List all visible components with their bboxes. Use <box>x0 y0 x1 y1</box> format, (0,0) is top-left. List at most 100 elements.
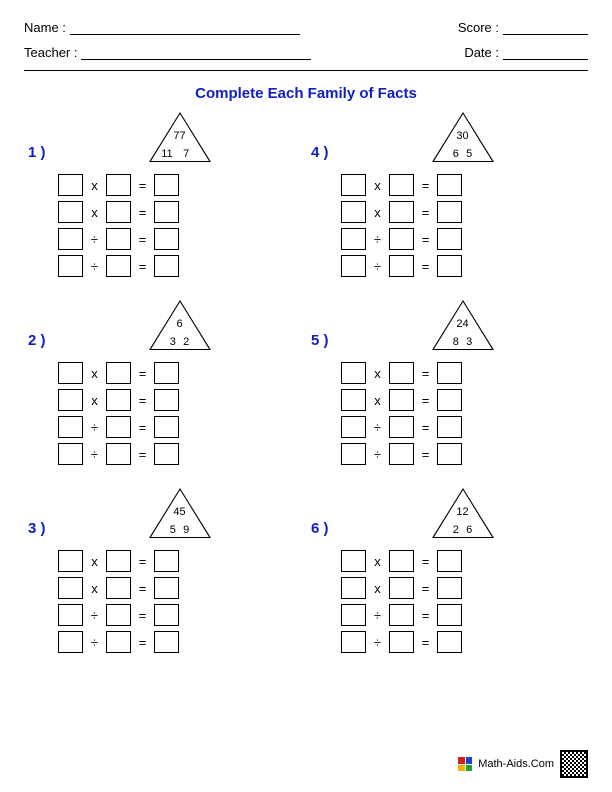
problem: 1 )77117x=x=÷=÷= <box>28 112 301 282</box>
answer-box[interactable] <box>106 416 131 438</box>
answer-box[interactable] <box>58 577 83 599</box>
equals-sign: = <box>137 393 148 408</box>
answer-box[interactable] <box>154 389 179 411</box>
answer-box[interactable] <box>106 389 131 411</box>
header-rule <box>24 70 588 71</box>
answer-box[interactable] <box>437 362 462 384</box>
answer-box[interactable] <box>341 443 366 465</box>
answer-box[interactable] <box>154 604 179 626</box>
answer-box[interactable] <box>437 604 462 626</box>
triangle-left-value: 3 <box>170 336 176 348</box>
answer-box[interactable] <box>389 577 414 599</box>
answer-box[interactable] <box>341 389 366 411</box>
name-blank[interactable] <box>70 21 300 35</box>
answer-box[interactable] <box>437 550 462 572</box>
answer-box[interactable] <box>154 577 179 599</box>
answer-box[interactable] <box>58 604 83 626</box>
answer-box[interactable] <box>58 416 83 438</box>
answer-box[interactable] <box>58 389 83 411</box>
answer-box[interactable] <box>389 389 414 411</box>
answer-box[interactable] <box>389 174 414 196</box>
answer-box[interactable] <box>154 550 179 572</box>
answer-box[interactable] <box>154 174 179 196</box>
score-blank[interactable] <box>503 21 588 35</box>
answer-box[interactable] <box>437 389 462 411</box>
equals-sign: = <box>137 608 148 623</box>
multiply-operator: x <box>89 554 100 569</box>
equals-sign: = <box>420 393 431 408</box>
answer-box[interactable] <box>389 362 414 384</box>
problem-number: 3 ) <box>28 488 58 537</box>
answer-box[interactable] <box>341 550 366 572</box>
triangle-left-value: 8 <box>453 336 459 348</box>
equals-sign: = <box>137 178 148 193</box>
answer-box[interactable] <box>58 255 83 277</box>
triangle-top-value: 45 <box>173 506 185 518</box>
answer-box[interactable] <box>437 174 462 196</box>
answer-box[interactable] <box>437 631 462 653</box>
answer-box[interactable] <box>106 443 131 465</box>
answer-box[interactable] <box>58 201 83 223</box>
answer-box[interactable] <box>154 255 179 277</box>
answer-box[interactable] <box>58 362 83 384</box>
answer-box[interactable] <box>389 604 414 626</box>
answer-box[interactable] <box>58 174 83 196</box>
date-blank[interactable] <box>503 46 588 60</box>
answer-box[interactable] <box>437 443 462 465</box>
equation-row: ÷= <box>341 443 584 465</box>
answer-box[interactable] <box>389 255 414 277</box>
answer-box[interactable] <box>389 550 414 572</box>
answer-box[interactable] <box>58 228 83 250</box>
triangle-left-value: 2 <box>453 524 459 536</box>
answer-box[interactable] <box>106 362 131 384</box>
problem-number: 5 ) <box>311 300 341 349</box>
answer-box[interactable] <box>58 550 83 572</box>
answer-box[interactable] <box>437 201 462 223</box>
divide-operator: ÷ <box>89 447 100 462</box>
answer-box[interactable] <box>154 228 179 250</box>
teacher-blank[interactable] <box>81 46 311 60</box>
answer-box[interactable] <box>106 255 131 277</box>
answer-box[interactable] <box>437 228 462 250</box>
answer-box[interactable] <box>341 362 366 384</box>
footer-site: Math-Aids.Com <box>478 758 554 770</box>
answer-box[interactable] <box>341 577 366 599</box>
answer-box[interactable] <box>106 631 131 653</box>
fact-triangle: 3065 <box>341 112 584 168</box>
answer-box[interactable] <box>154 631 179 653</box>
answer-box[interactable] <box>58 631 83 653</box>
answer-box[interactable] <box>389 201 414 223</box>
answer-box[interactable] <box>341 631 366 653</box>
answer-box[interactable] <box>389 228 414 250</box>
answer-box[interactable] <box>341 228 366 250</box>
answer-box[interactable] <box>106 604 131 626</box>
equals-sign: = <box>420 608 431 623</box>
answer-box[interactable] <box>437 416 462 438</box>
answer-box[interactable] <box>106 577 131 599</box>
equation-row: x= <box>341 362 584 384</box>
answer-box[interactable] <box>154 443 179 465</box>
answer-box[interactable] <box>389 443 414 465</box>
answer-box[interactable] <box>106 174 131 196</box>
answer-box[interactable] <box>154 362 179 384</box>
answer-box[interactable] <box>341 604 366 626</box>
answer-box[interactable] <box>341 416 366 438</box>
answer-box[interactable] <box>106 550 131 572</box>
equation-row: x= <box>341 201 584 223</box>
answer-box[interactable] <box>341 255 366 277</box>
equation-row: ÷= <box>58 443 301 465</box>
answer-box[interactable] <box>106 201 131 223</box>
answer-box[interactable] <box>437 577 462 599</box>
answer-box[interactable] <box>154 416 179 438</box>
answer-box[interactable] <box>341 201 366 223</box>
answer-box[interactable] <box>341 174 366 196</box>
answer-box[interactable] <box>389 416 414 438</box>
answer-box[interactable] <box>389 631 414 653</box>
answer-box[interactable] <box>58 443 83 465</box>
multiply-operator: x <box>89 205 100 220</box>
answer-box[interactable] <box>154 201 179 223</box>
answer-box[interactable] <box>437 255 462 277</box>
answer-box[interactable] <box>106 228 131 250</box>
multiply-operator: x <box>372 393 383 408</box>
fact-triangle: 4559 <box>58 488 301 544</box>
